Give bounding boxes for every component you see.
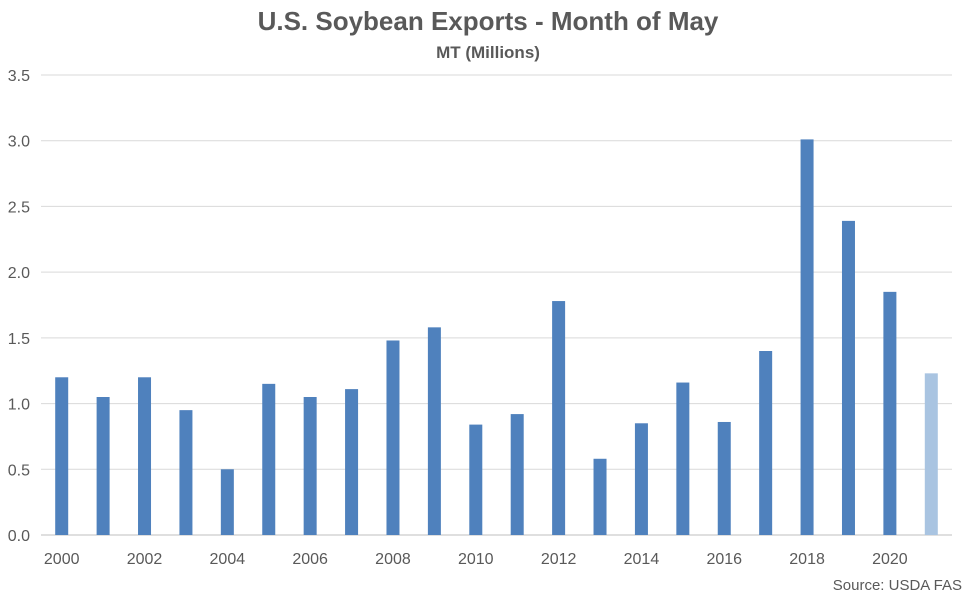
y-tick-label: 3.5 [8, 68, 30, 85]
bar-2006 [303, 397, 317, 535]
bar-2017 [759, 351, 773, 535]
chart-title: U.S. Soybean Exports - Month of May [257, 6, 719, 36]
x-tick-label: 2008 [375, 551, 411, 568]
bar-2004 [220, 469, 234, 535]
x-tick-label: 2000 [44, 551, 80, 568]
bar-2010 [469, 424, 483, 535]
bar-2007 [345, 389, 359, 535]
x-tick-label: 2020 [872, 551, 908, 568]
y-tick-label: 2.0 [8, 265, 30, 282]
y-tick-label: 2.5 [8, 199, 30, 216]
bar-2015 [676, 382, 690, 535]
bar-2012 [552, 301, 566, 535]
y-tick-label: 1.5 [8, 331, 30, 348]
bar-2018 [800, 139, 814, 535]
bar-2009 [427, 327, 441, 535]
x-tick-label: 2010 [458, 551, 494, 568]
x-tick-label: 2012 [541, 551, 577, 568]
bar-2000 [55, 377, 69, 535]
bar-2011 [510, 414, 524, 535]
bar-2002 [138, 377, 152, 535]
x-tick-label: 2016 [706, 551, 742, 568]
bar-2019 [841, 220, 855, 535]
bar-2001 [96, 397, 110, 535]
bar-2016 [717, 421, 731, 535]
y-tick-label: 1.0 [8, 397, 30, 414]
x-tick-label: 2002 [127, 551, 163, 568]
y-tick-label: 0.5 [8, 462, 30, 479]
x-tick-label: 2006 [292, 551, 328, 568]
bar-2021 [924, 373, 938, 535]
x-tick-label: 2018 [789, 551, 825, 568]
bar-2013 [593, 458, 607, 535]
bar-2008 [386, 340, 400, 535]
x-tick-label: 2004 [210, 551, 246, 568]
bar-2014 [634, 423, 648, 535]
y-tick-label: 3.0 [8, 134, 30, 151]
x-tick-label: 2014 [624, 551, 660, 568]
chart-subtitle: MT (Millions) [436, 43, 540, 62]
source-note: Source: USDA FAS [832, 577, 962, 594]
y-tick-label: 0.0 [8, 528, 30, 545]
bar-2005 [262, 383, 276, 535]
bar-2003 [179, 410, 193, 535]
bar-2020 [883, 291, 897, 535]
